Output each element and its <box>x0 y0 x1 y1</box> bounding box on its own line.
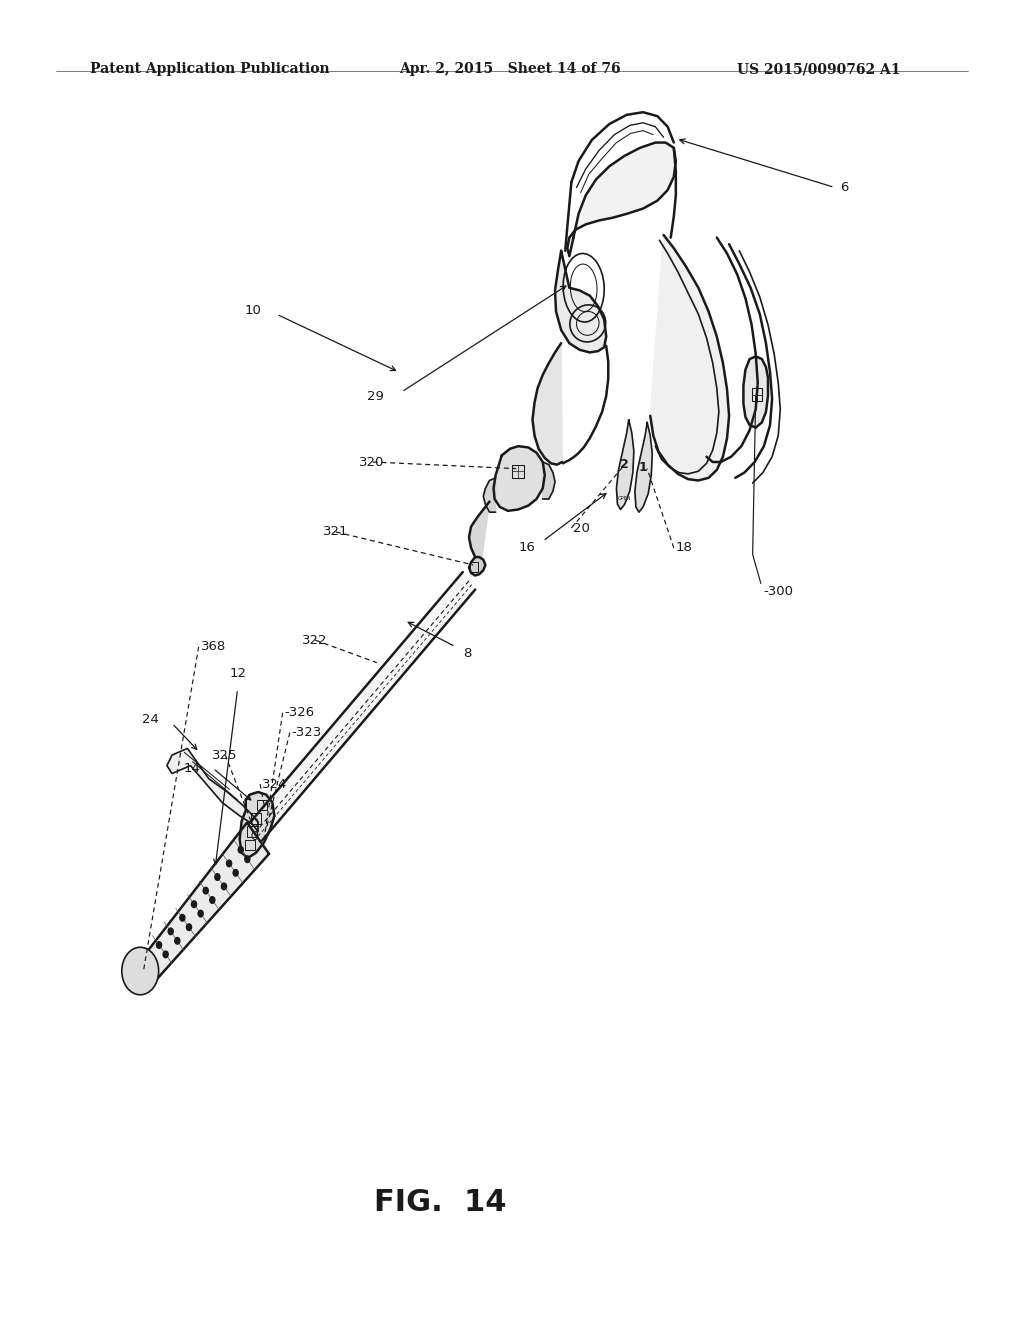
Text: 24: 24 <box>142 713 159 726</box>
Polygon shape <box>543 462 555 499</box>
Circle shape <box>186 924 191 931</box>
Text: Patent Application Publication: Patent Application Publication <box>90 62 330 77</box>
Text: -323: -323 <box>292 726 323 739</box>
Bar <box>245 840 255 850</box>
Text: -300: -300 <box>763 585 793 598</box>
Text: 18: 18 <box>676 541 692 554</box>
Polygon shape <box>469 502 489 562</box>
Circle shape <box>210 896 215 903</box>
Circle shape <box>122 948 159 995</box>
Bar <box>257 800 267 810</box>
Bar <box>470 562 478 572</box>
Text: Apr. 2, 2015   Sheet 14 of 76: Apr. 2, 2015 Sheet 14 of 76 <box>399 62 621 77</box>
Polygon shape <box>532 343 562 465</box>
Text: 1: 1 <box>639 461 647 474</box>
Bar <box>752 388 762 401</box>
Circle shape <box>203 887 208 894</box>
Text: OPEN: OPEN <box>617 496 632 502</box>
Text: 321: 321 <box>323 525 348 539</box>
Text: 14: 14 <box>184 762 201 775</box>
Bar <box>247 826 257 837</box>
Polygon shape <box>616 420 634 510</box>
Polygon shape <box>167 748 258 832</box>
Text: 6: 6 <box>840 181 848 194</box>
Circle shape <box>233 870 239 876</box>
Polygon shape <box>635 422 652 512</box>
Text: 10: 10 <box>245 304 261 317</box>
Circle shape <box>215 874 220 880</box>
Polygon shape <box>469 557 485 576</box>
Circle shape <box>168 928 173 935</box>
Circle shape <box>239 846 244 853</box>
Circle shape <box>226 861 231 867</box>
Text: 16: 16 <box>519 541 536 554</box>
Text: 324: 324 <box>262 777 288 791</box>
Polygon shape <box>743 356 768 428</box>
Polygon shape <box>567 143 676 256</box>
Text: 8: 8 <box>463 647 471 660</box>
Polygon shape <box>555 251 606 352</box>
Circle shape <box>163 952 168 958</box>
Polygon shape <box>240 792 274 858</box>
Text: 12: 12 <box>229 667 247 680</box>
Text: 20: 20 <box>573 521 590 535</box>
Text: US 2015/0090762 A1: US 2015/0090762 A1 <box>737 62 901 77</box>
Text: 2: 2 <box>621 458 629 471</box>
Polygon shape <box>483 478 496 512</box>
Polygon shape <box>494 446 545 511</box>
Text: -326: -326 <box>285 706 314 719</box>
Circle shape <box>175 937 180 944</box>
Circle shape <box>191 900 197 907</box>
Circle shape <box>180 915 185 921</box>
Circle shape <box>198 911 203 917</box>
Polygon shape <box>650 235 729 480</box>
Text: 368: 368 <box>201 640 226 653</box>
Circle shape <box>245 855 250 862</box>
Polygon shape <box>250 572 475 841</box>
Bar <box>251 813 261 824</box>
Circle shape <box>221 883 226 890</box>
Circle shape <box>157 941 162 948</box>
Text: 29: 29 <box>368 389 384 403</box>
Text: 325: 325 <box>212 748 238 762</box>
Text: 322: 322 <box>302 634 328 647</box>
Text: FIG.  14: FIG. 14 <box>374 1188 507 1217</box>
Text: 320: 320 <box>358 455 384 469</box>
Polygon shape <box>136 822 269 986</box>
